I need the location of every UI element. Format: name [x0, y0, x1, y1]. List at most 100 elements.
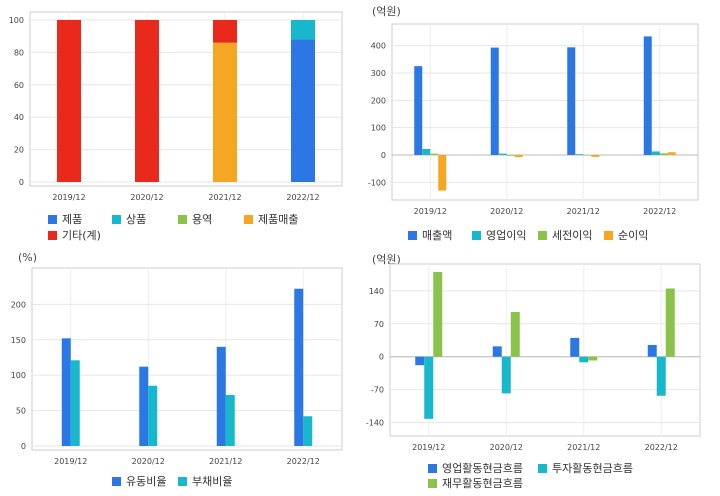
bar [216, 346, 226, 446]
bar [438, 155, 447, 191]
bar [139, 366, 149, 446]
x-tick-label: 2020/12 [130, 193, 163, 202]
y-tick-label: 0 [381, 151, 386, 160]
y-tick-label: 0 [379, 353, 384, 362]
y-tick-label: 80 [14, 48, 24, 57]
legend-label: 부채비율 [192, 475, 233, 488]
legend-label: 제품매출 [258, 213, 299, 226]
legend-swatch [178, 215, 187, 224]
y-tick-label: 70 [374, 320, 384, 329]
chart-panel-4: (억원) -140 -70 0 70 140 2019/12 2020/12 2021/12 2… [360, 248, 720, 496]
legend-label: 영업활동현금흐름 [442, 462, 523, 475]
bar [414, 66, 423, 155]
y-tick-label: 40 [14, 113, 24, 122]
y-tick-label: -140 [366, 419, 384, 428]
y-tick-label: 0 [21, 442, 26, 451]
legend-label: 영업이익 [486, 229, 527, 242]
legend-item: 제품 [48, 213, 82, 226]
legend-label: 기타(계) [62, 229, 101, 242]
chart-3-unit: (%) [18, 251, 38, 264]
bar [135, 20, 159, 182]
chart-panel-3: (%) 0 50 100 150 200 2019/12 2020/12 2021/12 202… [0, 248, 360, 496]
y-tick-label: -100 [368, 178, 386, 187]
legend-item: 상품 [112, 213, 146, 226]
bar [294, 288, 304, 446]
legend-item: 유동비율 [112, 475, 166, 488]
legend-item: 세전이익 [538, 229, 592, 242]
x-tick-label: 2019/12 [412, 443, 445, 452]
bar [213, 42, 237, 183]
bar [583, 155, 592, 156]
x-tick-label: 2021/12 [567, 207, 600, 216]
legend-item: 영업이익 [472, 229, 526, 242]
x-tick-label: 2022/12 [287, 457, 320, 466]
bar [591, 155, 600, 157]
legend-swatch [244, 215, 253, 224]
x-tick-label: 2022/12 [286, 193, 319, 202]
x-tick-label: 2021/12 [208, 193, 241, 202]
x-tick-label: 2019/12 [52, 193, 85, 202]
x-tick-label: 2021/12 [567, 443, 600, 452]
plot-area [391, 23, 699, 201]
y-tick-label: 100 [11, 371, 26, 380]
bar [575, 154, 584, 155]
bar [651, 151, 660, 155]
bar [579, 356, 589, 363]
x-tick-label: 2020/12 [490, 207, 523, 216]
legend-swatch [428, 464, 437, 473]
bar [510, 312, 520, 357]
chart-3-svg: 0 50 100 150 200 2019/12 2020/12 2021/12 2022/12 [11, 267, 343, 466]
legend-item: 영업활동현금흐름 [428, 462, 523, 475]
bar [490, 47, 499, 155]
chart-2-svg: -100 0 100 200 300 400 2019/12 2020/12 2021/12 20… [368, 23, 699, 216]
bar [514, 155, 523, 158]
legend-item: 제품매출 [244, 213, 298, 226]
bar [492, 346, 502, 357]
legend-swatch [112, 215, 121, 224]
legend-swatch [112, 477, 121, 486]
y-tick-label: -70 [371, 386, 384, 395]
x-tick-label: 2021/12 [209, 457, 242, 466]
legend-label: 매출액 [422, 229, 453, 242]
bar [225, 395, 235, 446]
legend-label: 재무활동현금흐름 [442, 477, 523, 490]
plot-area [29, 11, 343, 187]
legend-item: 부채비율 [178, 475, 232, 488]
x-tick-label: 2019/12 [414, 207, 447, 216]
bar [588, 356, 598, 361]
bar [303, 416, 313, 446]
legend-item: 재무활동현금흐름 [428, 477, 523, 490]
legend-swatch [472, 231, 481, 240]
y-tick-label: 100 [371, 124, 386, 133]
legend-label: 용역 [192, 213, 213, 226]
chart-2-unit: (억원) [372, 5, 401, 18]
legend-swatch [428, 479, 437, 488]
chart-4-unit: (억원) [372, 253, 401, 266]
y-tick-label: 200 [11, 300, 26, 309]
legend-label: 순이익 [618, 229, 649, 242]
plot-area [31, 267, 343, 451]
legend-label: 상품 [126, 213, 147, 226]
bar [570, 337, 580, 357]
bar [61, 338, 71, 446]
bar [415, 356, 425, 366]
chart-panel-1: 0 20 40 60 80 100 2019/12 2020/12 2021/12 2022/12… [0, 0, 360, 248]
legend-item: 매출액 [408, 229, 452, 242]
legend-swatch [48, 231, 57, 240]
bar [656, 356, 666, 396]
bar [430, 153, 439, 155]
legend-swatch [538, 231, 547, 240]
legend-item: 기타(계) [48, 229, 101, 242]
bar [501, 356, 511, 394]
y-tick-label: 20 [14, 146, 24, 155]
y-tick-label: 60 [14, 81, 24, 90]
bar [70, 360, 80, 446]
bar [213, 20, 237, 43]
legend-item: 투자활동현금흐름 [538, 462, 633, 475]
y-tick-label: 100 [9, 16, 24, 25]
legend-item: 순이익 [604, 229, 648, 242]
y-tick-label: 150 [11, 336, 26, 345]
bar [148, 385, 158, 446]
legend-swatch [604, 231, 613, 240]
legend-swatch [48, 215, 57, 224]
